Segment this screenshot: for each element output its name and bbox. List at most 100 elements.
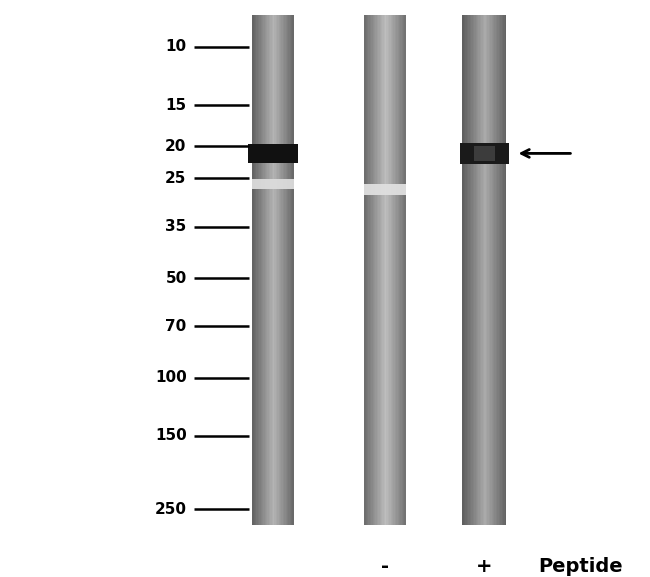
Bar — [406, 15, 463, 526]
Bar — [473, 15, 474, 526]
Text: 70: 70 — [165, 319, 187, 334]
Text: +: + — [476, 557, 493, 576]
Bar — [486, 15, 488, 526]
Bar — [398, 15, 399, 526]
Bar — [402, 15, 403, 526]
Bar — [283, 15, 284, 526]
Bar — [460, 143, 509, 164]
Bar — [262, 15, 263, 526]
Bar — [391, 15, 392, 526]
Bar — [369, 15, 370, 526]
Bar — [370, 15, 371, 526]
Bar — [483, 15, 484, 526]
Bar — [382, 15, 384, 526]
Bar — [269, 15, 270, 526]
Bar — [474, 15, 476, 526]
Bar — [497, 15, 499, 526]
Bar — [263, 15, 265, 526]
Bar — [393, 15, 395, 526]
Bar — [384, 15, 385, 526]
Bar — [385, 15, 387, 526]
Bar — [495, 15, 496, 526]
Bar — [491, 15, 493, 526]
Bar — [371, 15, 372, 526]
Bar — [380, 15, 381, 526]
Bar — [285, 15, 287, 526]
Text: -: - — [381, 557, 389, 576]
Bar — [490, 15, 491, 526]
Bar — [489, 15, 490, 526]
Bar — [396, 15, 398, 526]
Text: Peptide: Peptide — [539, 557, 623, 576]
Bar — [367, 15, 369, 526]
Bar — [280, 15, 281, 526]
Bar — [255, 15, 256, 526]
Bar — [468, 15, 470, 526]
Bar — [374, 15, 375, 526]
Bar — [404, 15, 406, 526]
Bar — [364, 184, 406, 195]
Bar — [372, 15, 374, 526]
Bar — [277, 15, 279, 526]
Bar — [252, 15, 254, 526]
Bar — [248, 144, 298, 163]
Bar — [467, 15, 468, 526]
Bar — [292, 15, 294, 526]
Bar — [503, 15, 504, 526]
Bar — [284, 15, 285, 526]
Bar — [476, 15, 477, 526]
Bar — [388, 15, 389, 526]
Bar — [270, 15, 272, 526]
Bar — [488, 15, 489, 526]
Bar — [254, 15, 255, 526]
Bar — [366, 15, 367, 526]
Bar — [470, 15, 471, 526]
Bar — [256, 15, 258, 526]
Text: 150: 150 — [155, 428, 187, 443]
Bar — [493, 15, 495, 526]
Bar — [400, 15, 402, 526]
Text: 25: 25 — [165, 171, 187, 186]
Bar — [395, 15, 396, 526]
Bar — [258, 15, 259, 526]
Bar — [480, 15, 482, 526]
Bar — [287, 15, 289, 526]
Bar — [477, 15, 478, 526]
Bar — [375, 15, 377, 526]
Bar — [392, 15, 393, 526]
Bar — [499, 15, 500, 526]
Bar — [484, 15, 486, 526]
Text: 15: 15 — [166, 98, 187, 113]
Bar — [471, 15, 473, 526]
Bar — [252, 179, 294, 189]
Bar — [276, 15, 277, 526]
Bar — [496, 15, 497, 526]
Bar — [289, 15, 290, 526]
Bar — [274, 15, 276, 526]
Text: 100: 100 — [155, 370, 187, 385]
Bar — [462, 15, 464, 526]
Bar — [272, 15, 273, 526]
Bar — [387, 15, 388, 526]
Bar — [265, 15, 266, 526]
Text: 10: 10 — [166, 39, 187, 54]
Bar — [464, 15, 465, 526]
Bar — [389, 15, 391, 526]
Bar — [381, 15, 382, 526]
Bar — [259, 15, 261, 526]
Bar — [399, 15, 400, 526]
Bar — [500, 15, 502, 526]
Bar — [266, 15, 268, 526]
Bar — [364, 15, 366, 526]
Bar — [502, 15, 503, 526]
Bar — [403, 15, 404, 526]
Bar — [378, 15, 380, 526]
Bar — [268, 15, 269, 526]
Bar — [474, 146, 495, 161]
Bar — [465, 15, 467, 526]
Bar — [482, 15, 483, 526]
Bar — [291, 15, 292, 526]
Text: 250: 250 — [155, 501, 187, 516]
Bar — [281, 15, 283, 526]
Text: 20: 20 — [165, 139, 187, 154]
